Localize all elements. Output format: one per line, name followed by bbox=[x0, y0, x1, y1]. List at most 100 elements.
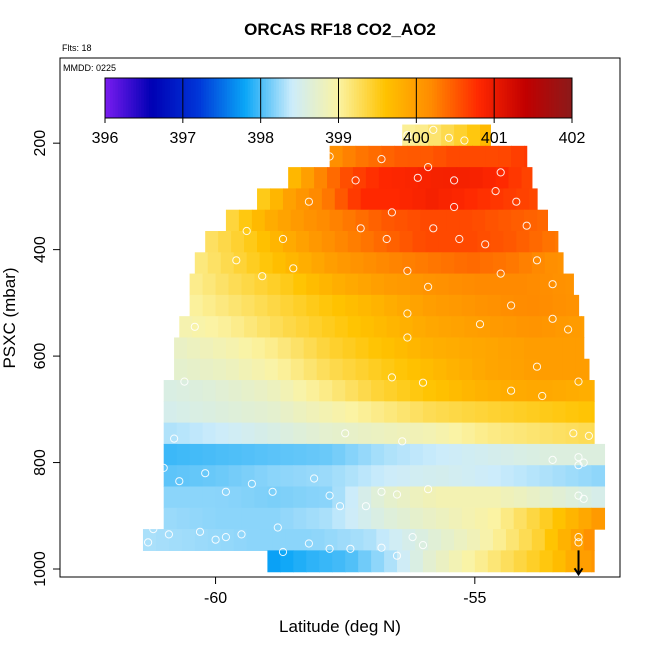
heatmap-cell bbox=[435, 486, 450, 509]
heatmap-cell bbox=[363, 529, 377, 551]
heatmap-cell bbox=[306, 273, 320, 296]
colorbar-segment bbox=[390, 78, 394, 118]
colorbar-segment bbox=[494, 78, 498, 118]
heatmap-cell bbox=[448, 550, 463, 573]
heatmap-cell bbox=[202, 465, 217, 488]
heatmap-cell bbox=[565, 273, 574, 296]
heatmap-cell bbox=[399, 316, 414, 339]
heatmap-cell bbox=[539, 422, 554, 445]
heatmap-cell bbox=[477, 316, 491, 339]
colorbar-segment bbox=[405, 78, 410, 118]
heatmap-cell bbox=[513, 507, 528, 530]
heatmap-cell bbox=[238, 209, 253, 232]
heatmap-cell bbox=[218, 316, 232, 339]
heatmap-cell bbox=[397, 380, 411, 402]
heatmap-cell bbox=[176, 486, 191, 509]
colorbar-segment bbox=[501, 78, 506, 118]
colorbar-segment bbox=[380, 78, 384, 118]
observation-point bbox=[304, 197, 313, 206]
heatmap-cell bbox=[316, 209, 331, 232]
heatmap-cell bbox=[267, 380, 281, 402]
heatmap-cell bbox=[578, 465, 593, 488]
heatmap-cell bbox=[360, 231, 375, 253]
heatmap-cell bbox=[332, 443, 346, 466]
colorbar-segment bbox=[180, 78, 184, 118]
colorbar-segment bbox=[564, 78, 568, 118]
heatmap-cell bbox=[544, 252, 559, 275]
heatmap-cell bbox=[371, 550, 385, 573]
heatmap-cell bbox=[371, 401, 385, 424]
heatmap-cell bbox=[448, 294, 463, 317]
heatmap-cell bbox=[259, 252, 274, 275]
colorbar-segment bbox=[385, 78, 389, 118]
heatmap-cell bbox=[397, 401, 411, 424]
heatmap-cell bbox=[425, 188, 440, 211]
colorbar-segment bbox=[149, 78, 153, 118]
heatmap-cell bbox=[319, 380, 333, 402]
colorbar-segment bbox=[245, 78, 249, 118]
heatmap-cell bbox=[384, 465, 398, 488]
observation-point bbox=[242, 226, 251, 236]
colorbar-segment bbox=[120, 78, 124, 118]
colorbar-segment bbox=[110, 78, 114, 118]
observation-point bbox=[392, 490, 402, 499]
colorbar-segment bbox=[556, 78, 560, 118]
observation-point bbox=[237, 530, 246, 539]
colorbar-segment bbox=[491, 78, 495, 118]
heatmap-cell bbox=[539, 273, 554, 296]
heatmap-cell bbox=[448, 443, 463, 466]
observation-point bbox=[149, 525, 158, 534]
heatmap-cell bbox=[384, 273, 398, 296]
colorbar-segment bbox=[138, 78, 142, 118]
colorbar-segment bbox=[315, 78, 319, 118]
heatmap-cell bbox=[373, 188, 388, 211]
heatmap-cell bbox=[215, 486, 230, 509]
heatmap-cell bbox=[363, 252, 377, 275]
heatmap-cell bbox=[272, 252, 287, 275]
heatmap-cell bbox=[215, 273, 230, 296]
arrow-head bbox=[573, 567, 584, 577]
colorbar-segment bbox=[369, 78, 373, 118]
heatmap-cell bbox=[202, 422, 217, 445]
heatmap-cell bbox=[280, 401, 294, 424]
heatmap-cell bbox=[358, 443, 372, 466]
heatmap-cell bbox=[565, 443, 580, 466]
colorbar-segment bbox=[167, 78, 171, 118]
heatmap-cell bbox=[298, 252, 313, 275]
heatmap-cell bbox=[397, 443, 411, 466]
heatmap-cell bbox=[407, 145, 421, 168]
colorbar-segment bbox=[232, 78, 236, 118]
heatmap-cell bbox=[469, 167, 484, 190]
heatmap-cell bbox=[539, 507, 554, 530]
heatmap-cell bbox=[570, 529, 585, 551]
observation-point bbox=[170, 434, 179, 443]
observation-point bbox=[377, 155, 386, 164]
heatmap-cell bbox=[438, 316, 453, 339]
heatmap-cell bbox=[422, 550, 437, 573]
heatmap-cell bbox=[345, 465, 359, 488]
colorbar-segment bbox=[512, 78, 516, 118]
heatmap-cell bbox=[591, 401, 595, 424]
heatmap-cell bbox=[539, 443, 554, 466]
colorbar-segment bbox=[481, 78, 485, 118]
heatmap-cell bbox=[591, 507, 606, 530]
heatmap-cell bbox=[329, 337, 344, 360]
heatmap-cell bbox=[218, 231, 232, 253]
heatmap-cell bbox=[212, 358, 227, 381]
colorbar-segment bbox=[175, 78, 179, 118]
heatmap-cell bbox=[355, 337, 370, 360]
colorbar-segment bbox=[250, 78, 254, 118]
heatmap-cell bbox=[524, 145, 528, 168]
surface-arrow bbox=[573, 550, 584, 577]
colorbar-segment bbox=[525, 78, 529, 118]
heatmap-cell bbox=[410, 465, 424, 488]
heatmap-cell bbox=[345, 486, 359, 509]
observation-point bbox=[444, 133, 453, 142]
colorbar-segment bbox=[185, 78, 189, 118]
colorbar-segment bbox=[522, 78, 526, 118]
heatmap-cell bbox=[254, 465, 268, 488]
heatmap-cell bbox=[420, 145, 434, 168]
heatmap-cell bbox=[381, 145, 396, 168]
heatmap-cell bbox=[412, 188, 427, 211]
heatmap-cell bbox=[503, 231, 517, 253]
